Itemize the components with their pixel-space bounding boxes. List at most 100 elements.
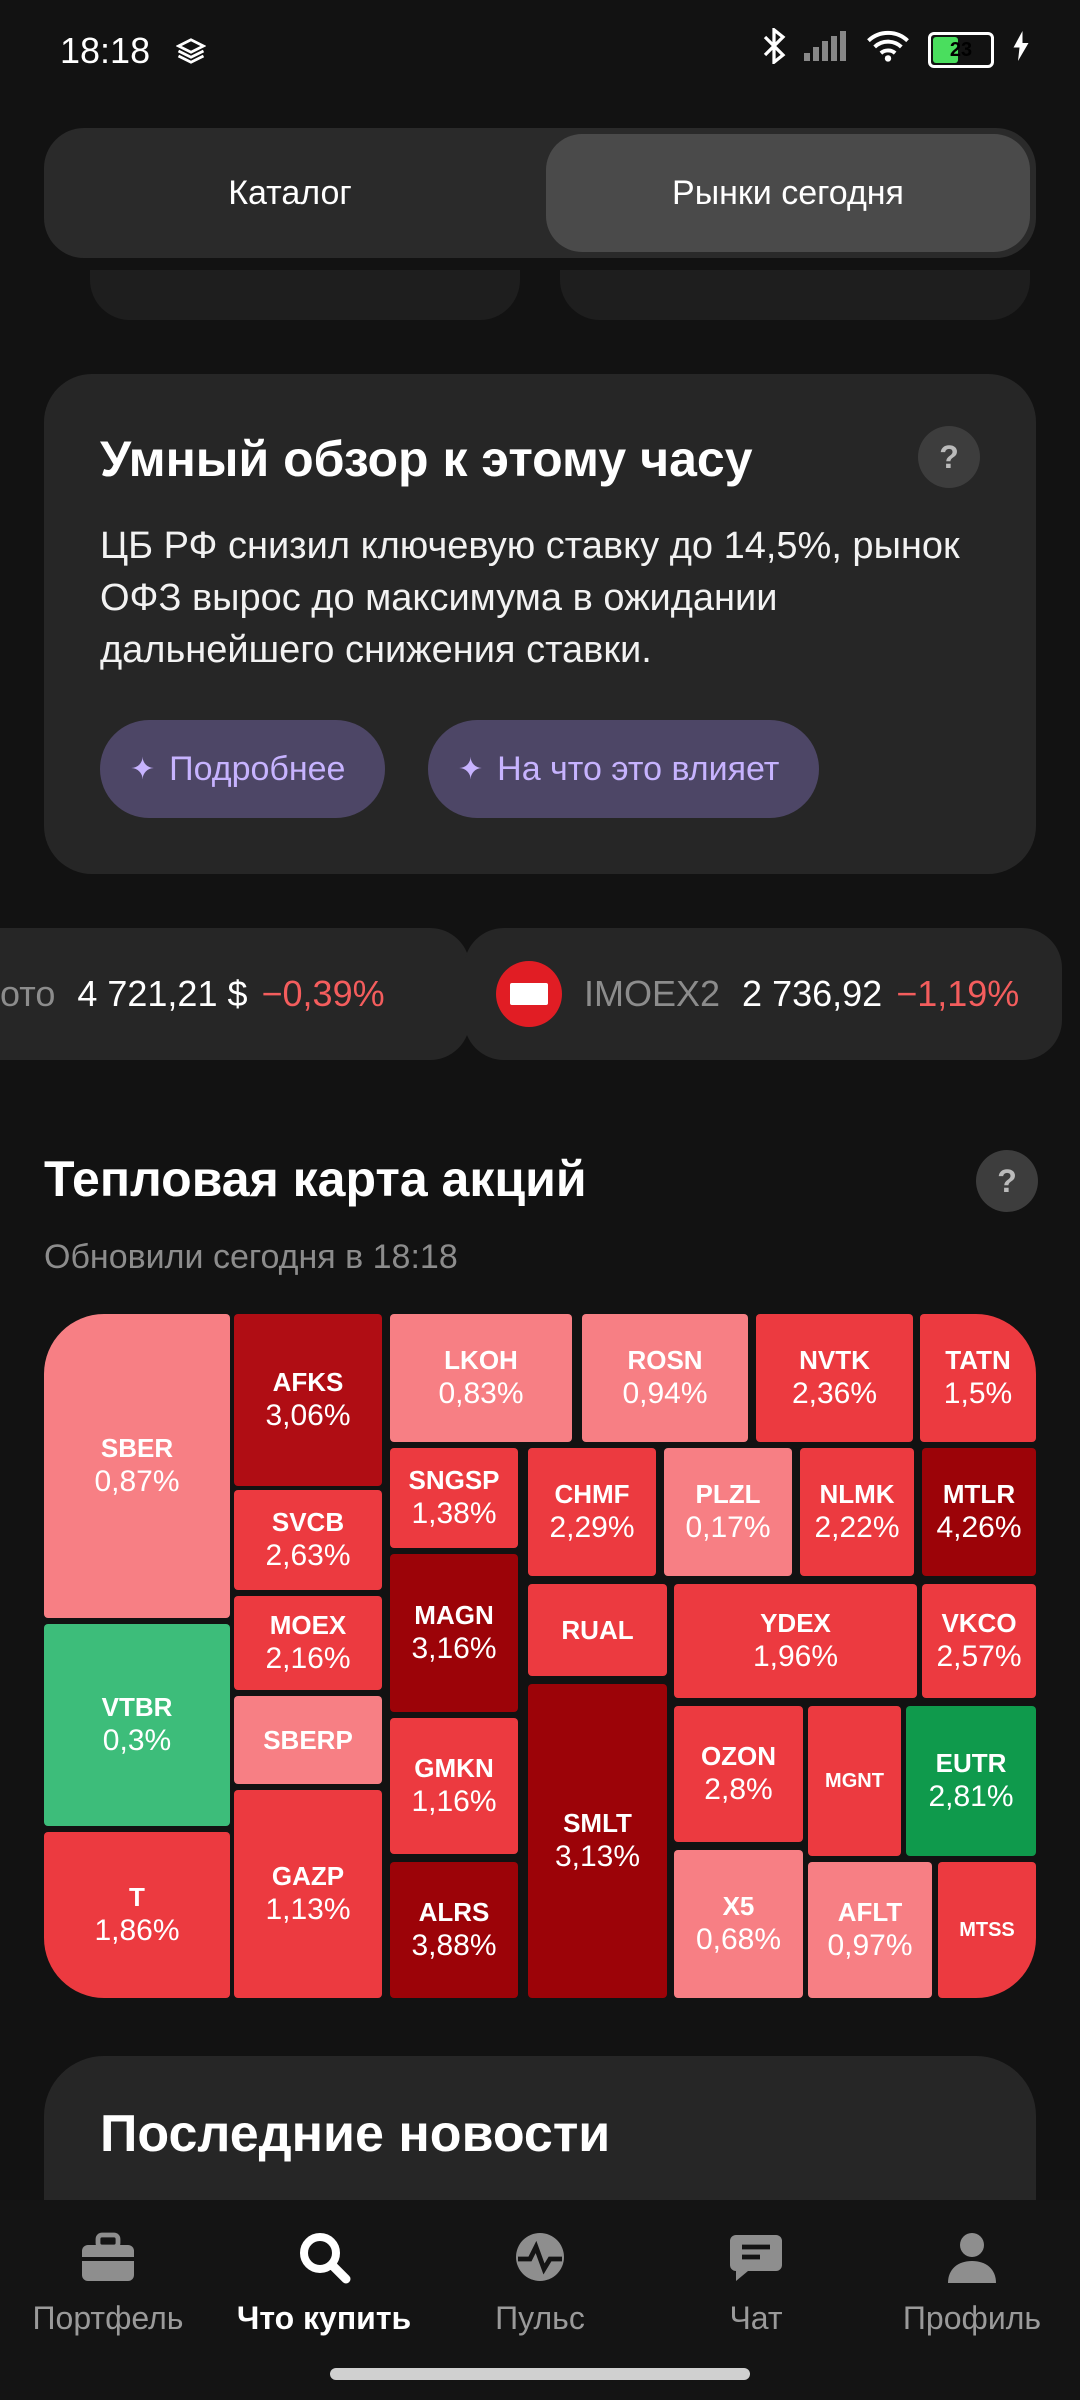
heatmap-tile-nvtk[interactable]: NVTK 2,36% <box>756 1314 913 1442</box>
tile-ticker: YDEX <box>760 1608 831 1638</box>
news-title: Последние новости <box>100 2105 611 2163</box>
ticker-imoex2[interactable]: IMOEX2 2 736,92 −1,19% <box>464 928 1062 1060</box>
heatmap-tile-mtss[interactable]: MTSS <box>938 1862 1036 1998</box>
heatmap-tile-gazp[interactable]: GAZP 1,13% <box>234 1790 382 1998</box>
heatmap-tile-svcb[interactable]: SVCB 2,63% <box>234 1490 382 1590</box>
briefcase-icon <box>79 2228 137 2286</box>
heatmap-tile-vtbr[interactable]: VTBR 0,3% <box>44 1624 230 1826</box>
tile-ticker: NVTK <box>799 1345 870 1375</box>
heatmap-title: Тепловая карта акций <box>44 1151 587 1207</box>
heatmap-help-icon[interactable]: ? <box>976 1150 1038 1212</box>
tile-ticker: LKOH <box>444 1345 518 1375</box>
heatmap-tile-t[interactable]: T 1,86% <box>44 1832 230 1998</box>
heatmap-tile-sngsp[interactable]: SNGSP 1,38% <box>390 1448 518 1548</box>
smart-review-text: ЦБ РФ снизил ключевую ставку до 14,5%, р… <box>100 525 960 671</box>
collapsed-card-left <box>90 270 520 320</box>
tile-ticker: ALRS <box>418 1897 490 1927</box>
tile-ticker: EUTR <box>935 1748 1007 1778</box>
heatmap-tile-magn[interactable]: MAGN 3,16% <box>390 1554 518 1712</box>
heatmap: SBER 0,87% AFKS 3,06% LKOH 0,83% ROSN 0,94% NVTK… <box>44 1314 1036 1998</box>
heatmap-tile-lkoh[interactable]: LKOH 0,83% <box>390 1314 572 1442</box>
ticker-gold[interactable]: ото 4 721,21 $ −0,39% <box>0 928 470 1060</box>
tile-change: 0,94% <box>622 1377 708 1410</box>
heatmap-tile-moex[interactable]: MOEX 2,16% <box>234 1596 382 1690</box>
heatmap-tile-mtlr[interactable]: MTLR 4,26% <box>922 1448 1036 1576</box>
nav-what-to-buy[interactable]: Что купить <box>216 2228 432 2337</box>
tile-ticker: SNGSP <box>408 1465 500 1495</box>
heatmap-tile-plzl[interactable]: PLZL 0,17% <box>664 1448 792 1576</box>
tab-markets-today[interactable]: Рынки сегодня <box>546 134 1030 252</box>
heatmap-tile-mgnt[interactable]: MGNT <box>808 1706 901 1856</box>
smart-review-title: Умный обзор к этому часу <box>100 431 753 487</box>
heatmap-tile-rual[interactable]: RUAL <box>528 1584 667 1676</box>
tile-change: 0,83% <box>438 1377 524 1410</box>
heatmap-tile-gmkn[interactable]: GMKN 1,16% <box>390 1718 518 1854</box>
heatmap-tile-ydex[interactable]: YDEX 1,96% <box>674 1584 917 1698</box>
ticker-change: −1,19% <box>896 973 1020 1014</box>
tile-ticker: RUAL <box>561 1615 634 1645</box>
heatmap-tile-rosn[interactable]: ROSN 0,94% <box>582 1314 748 1442</box>
tile-ticker: AFLT <box>837 1897 903 1927</box>
tile-ticker: PLZL <box>695 1479 761 1509</box>
tile-change: 2,22% <box>814 1511 900 1544</box>
tile-change: 2,29% <box>549 1511 635 1544</box>
heatmap-updated: Обновили сегодня в 18:18 <box>44 1238 458 1276</box>
help-icon[interactable]: ? <box>918 426 980 488</box>
heatmap-tile-x5[interactable]: X5 0,68% <box>674 1850 803 1998</box>
tile-ticker: SBER <box>100 1433 174 1463</box>
tile-ticker: SMLT <box>563 1808 632 1838</box>
tile-ticker: OZON <box>700 1741 777 1771</box>
tile-change: 3,88% <box>411 1929 497 1962</box>
nav-portfolio[interactable]: Портфель <box>0 2228 216 2337</box>
heatmap-tile-aflt[interactable]: AFLT 0,97% <box>808 1862 932 1998</box>
battery-icon: 23 <box>928 32 994 68</box>
tab-catalog[interactable]: Каталог <box>228 173 352 212</box>
more-button[interactable]: ✦ Подробнее <box>100 720 386 818</box>
tile-ticker: ROSN <box>627 1345 703 1375</box>
impact-button[interactable]: ✦ На что это влияет <box>428 720 820 818</box>
sparkle-icon: ✦ <box>130 752 156 786</box>
nav-pulse[interactable]: Пульс <box>432 2228 648 2337</box>
heatmap-tile-chmf[interactable]: CHMF 2,29% <box>528 1448 656 1576</box>
tile-ticker: CHMF <box>554 1479 630 1509</box>
heatmap-tile-sberp[interactable]: SBERP <box>234 1696 382 1784</box>
tile-change: 0,17% <box>685 1511 771 1544</box>
segment-control: Каталог Рынки сегодня <box>44 128 1036 258</box>
tile-ticker: AFKS <box>272 1367 344 1397</box>
tile-change: 0,87% <box>94 1465 180 1498</box>
bottom-nav: Портфель Что купить Пульс Чат Профиль <box>0 2200 1080 2400</box>
home-indicator[interactable] <box>330 2368 750 2380</box>
nav-chat[interactable]: Чат <box>648 2228 864 2337</box>
heatmap-tile-afks[interactable]: AFKS 3,06% <box>234 1314 382 1486</box>
tile-ticker: NLMK <box>819 1479 895 1509</box>
layers-icon <box>175 36 207 71</box>
ticker-name: ото <box>0 973 56 1014</box>
status-icons: 23 <box>762 26 1030 72</box>
nav-profile[interactable]: Профиль <box>864 2228 1080 2337</box>
tile-ticker: SVCB <box>271 1507 345 1537</box>
tile-change: 1,96% <box>752 1640 839 1673</box>
heatmap-tile-smlt[interactable]: SMLT 3,13% <box>528 1684 667 1998</box>
tile-change: 0,68% <box>695 1923 782 1956</box>
smart-review-card: Умный обзор к этому часу ? ЦБ РФ снизил … <box>44 374 1036 874</box>
signal-icon <box>804 31 848 69</box>
heatmap-tile-nlmk[interactable]: NLMK 2,22% <box>800 1448 914 1576</box>
ticker-price: 2 736,92 <box>742 973 883 1014</box>
tile-change: 0,97% <box>827 1929 913 1962</box>
tile-change: 0,3% <box>102 1724 172 1757</box>
tile-ticker: GMKN <box>414 1753 494 1783</box>
ticker-change: −0,39% <box>261 973 385 1014</box>
heatmap-tile-tatn[interactable]: TATN 1,5% <box>920 1314 1036 1442</box>
tile-change: 2,36% <box>791 1377 878 1410</box>
bluetooth-icon <box>762 26 786 72</box>
search-icon <box>295 2228 353 2286</box>
tile-ticker: VTBR <box>101 1692 173 1722</box>
heatmap-tile-alrs[interactable]: ALRS 3,88% <box>390 1862 518 1998</box>
heatmap-tile-sber[interactable]: SBER 0,87% <box>44 1314 230 1618</box>
tile-change: 1,13% <box>265 1893 351 1926</box>
heatmap-tile-vkco[interactable]: VKCO 2,57% <box>922 1584 1036 1698</box>
status-time: 18:18 <box>60 30 151 71</box>
heatmap-tile-ozon[interactable]: OZON 2,8% <box>674 1706 803 1842</box>
heatmap-tile-eutr[interactable]: EUTR 2,81% <box>906 1706 1036 1856</box>
tile-ticker: X5 <box>722 1891 755 1921</box>
